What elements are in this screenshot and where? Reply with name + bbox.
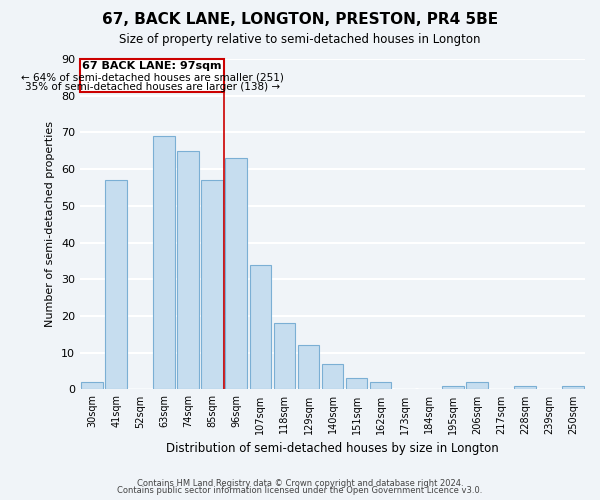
Bar	[346, 378, 367, 390]
Bar	[370, 382, 391, 390]
Bar	[105, 180, 127, 390]
Bar	[81, 382, 103, 390]
Bar	[514, 386, 536, 390]
Text: ← 64% of semi-detached houses are smaller (251): ← 64% of semi-detached houses are smalle…	[21, 72, 284, 83]
Text: Contains public sector information licensed under the Open Government Licence v3: Contains public sector information licen…	[118, 486, 482, 495]
Text: Contains HM Land Registry data © Crown copyright and database right 2024.: Contains HM Land Registry data © Crown c…	[137, 478, 463, 488]
Bar	[178, 151, 199, 390]
Text: 67 BACK LANE: 97sqm: 67 BACK LANE: 97sqm	[82, 62, 222, 72]
Text: 35% of semi-detached houses are larger (138) →: 35% of semi-detached houses are larger (…	[25, 82, 280, 92]
Bar	[250, 264, 271, 390]
Bar	[442, 386, 464, 390]
Bar	[154, 136, 175, 390]
Text: Size of property relative to semi-detached houses in Longton: Size of property relative to semi-detach…	[119, 32, 481, 46]
Bar	[274, 324, 295, 390]
Bar	[298, 346, 319, 390]
X-axis label: Distribution of semi-detached houses by size in Longton: Distribution of semi-detached houses by …	[166, 442, 499, 455]
Text: 67, BACK LANE, LONGTON, PRESTON, PR4 5BE: 67, BACK LANE, LONGTON, PRESTON, PR4 5BE	[102, 12, 498, 28]
FancyBboxPatch shape	[80, 59, 224, 92]
Bar	[562, 386, 584, 390]
Bar	[466, 382, 488, 390]
Bar	[322, 364, 343, 390]
Bar	[226, 158, 247, 390]
Y-axis label: Number of semi-detached properties: Number of semi-detached properties	[46, 121, 55, 327]
Bar	[202, 180, 223, 390]
